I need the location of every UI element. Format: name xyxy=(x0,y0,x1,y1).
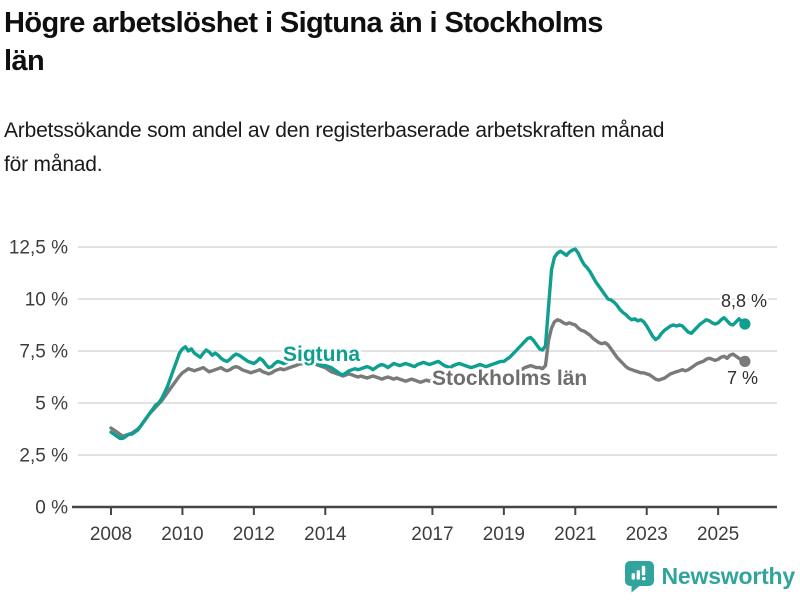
newsworthy-brand-name: Newsworthy xyxy=(661,563,796,589)
y-axis-labels: 0 % 2,5 % 5 % 7,5 % 10 % 12,5 % xyxy=(9,238,68,519)
logo-bar-medium xyxy=(636,570,640,580)
chart-subtitle-line-1: Arbetssökande som andel av den registerb… xyxy=(4,119,665,142)
page-title: Högre arbetslöshet i Sigtuna än i Stockh… xyxy=(4,4,603,80)
logo-exclamation-dot xyxy=(641,577,646,581)
chart-subtitle: Arbetssökande som andel av den registerb… xyxy=(4,114,664,182)
series-lines xyxy=(109,247,747,441)
series-line-0 xyxy=(109,247,747,441)
chart-subtitle-line-2: för månad. xyxy=(4,153,103,176)
y-tick-label: 2,5 % xyxy=(19,446,68,467)
logo-exclamation-bar xyxy=(641,565,645,576)
x-tick-label: 2025 xyxy=(697,524,739,545)
y-tick-label: 5 % xyxy=(35,394,68,415)
x-tick-label: 2023 xyxy=(626,524,668,545)
y-tick-label: 7,5 % xyxy=(19,342,68,363)
x-tick-label: 2012 xyxy=(233,524,275,545)
annotations: Sigtuna Stockholms län 8,8 % 7 % xyxy=(281,289,770,393)
x-tick-label: 2014 xyxy=(304,524,347,545)
x-tick-label: 2010 xyxy=(161,524,203,545)
x-tick-label: 2008 xyxy=(90,524,132,545)
series-end-dot-0 xyxy=(739,318,751,330)
series-line-1 xyxy=(109,318,747,438)
gridlines xyxy=(78,246,777,456)
end-value-label-sigtuna: 8,8 % xyxy=(721,291,767,311)
newsworthy-logo-icon xyxy=(624,561,654,593)
x-tick-label: 2021 xyxy=(554,524,596,545)
page-title-line-2: län xyxy=(4,45,45,77)
y-tick-label: 0 % xyxy=(35,498,68,519)
series-label-sigtuna: Sigtuna xyxy=(283,343,360,366)
page-title-line-1: Högre arbetslöshet i Sigtuna än i Stockh… xyxy=(4,7,603,39)
x-axis: 2008 2010 2012 2014 2017 2019 2021 2023 2025 xyxy=(72,505,777,545)
end-value-label-stockholms-lan: 7 % xyxy=(727,368,758,388)
x-tick-label: 2017 xyxy=(411,524,453,545)
y-tick-label: 10 % xyxy=(25,290,68,311)
y-tick-label: 12,5 % xyxy=(9,238,68,259)
x-tick-label: 2019 xyxy=(483,524,525,545)
newsworthy-brand[interactable]: Newsworthy xyxy=(624,560,795,593)
series-label-stockholms-lan: Stockholms län xyxy=(432,367,587,390)
logo-bar-small xyxy=(631,573,635,580)
series-end-dot-1 xyxy=(739,355,751,367)
series-end-dots xyxy=(739,318,751,367)
